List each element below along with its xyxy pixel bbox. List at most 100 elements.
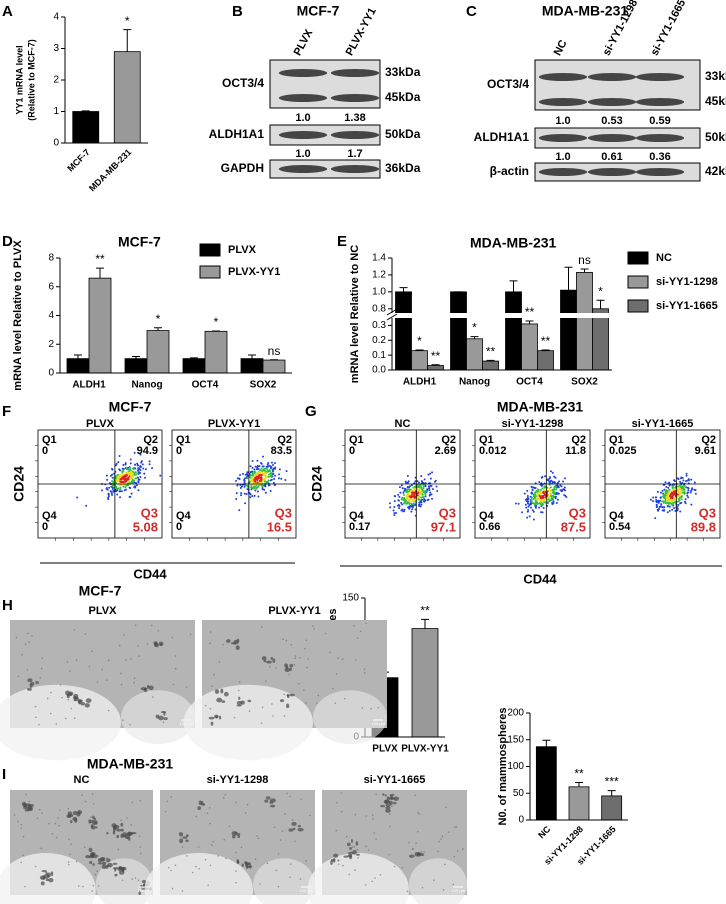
event-dot: [526, 516, 529, 519]
event-dot: [246, 477, 249, 480]
event-dot: [548, 487, 551, 490]
event-dot: [269, 467, 272, 470]
event-dot: [143, 472, 146, 475]
event-dot: [129, 458, 132, 461]
cell: [423, 851, 425, 853]
cell: [105, 857, 108, 859]
event-dot: [119, 496, 122, 499]
event-dot: [526, 489, 529, 492]
sphere: [385, 808, 391, 813]
event-dot: [277, 477, 280, 480]
error-bar: [596, 299, 605, 309]
error-bar: [575, 782, 583, 787]
micrograph-glow: [253, 858, 315, 904]
cell: [171, 887, 174, 890]
cell: [106, 679, 108, 682]
event-dot: [262, 474, 265, 477]
cell: [92, 802, 95, 805]
bar: [88, 277, 112, 374]
event-dot: [260, 474, 263, 477]
cell: [456, 850, 459, 852]
event-dot: [685, 486, 688, 489]
sphere: [237, 835, 241, 839]
event-dot: [683, 492, 686, 495]
bar: [262, 359, 286, 374]
error-bar: [96, 267, 104, 279]
cell: [279, 839, 282, 841]
cell: [275, 869, 278, 872]
cell: [388, 853, 391, 856]
cell: [406, 890, 409, 893]
event-dot: [667, 504, 670, 507]
cell: [146, 643, 149, 645]
event-dot: [663, 506, 666, 509]
blot-band: [330, 69, 380, 77]
event-dot: [259, 470, 262, 473]
cell: [363, 672, 366, 674]
quadrant-value: 0: [176, 521, 182, 533]
sphere: [390, 797, 396, 800]
event-dot: [661, 509, 664, 512]
y-axis-label: mRNA level Relative to NC: [349, 245, 361, 383]
cell: [340, 810, 343, 813]
cell: [283, 693, 286, 696]
cell: [54, 822, 57, 825]
cell: [324, 632, 327, 635]
event-dot: [398, 495, 401, 498]
cell: [38, 808, 41, 811]
event-dot: [428, 489, 431, 492]
cell: [131, 801, 134, 804]
event-dot: [407, 480, 410, 483]
event-dot: [543, 499, 546, 502]
y-tick-label: 0.3: [372, 320, 386, 331]
event-dot: [122, 480, 125, 483]
event-dot: [657, 507, 660, 510]
cell: [266, 862, 269, 865]
cell: [195, 865, 197, 868]
event-dot: [530, 499, 533, 502]
cell: [299, 657, 301, 659]
sphere: [90, 852, 94, 858]
event-dot: [541, 511, 544, 514]
cell: [119, 672, 122, 675]
blot-band: [587, 168, 637, 176]
event-dot: [549, 492, 552, 495]
significance-label: **: [486, 345, 496, 359]
sphere: [200, 802, 205, 806]
event-dot: [265, 467, 268, 470]
error-bar: [74, 354, 82, 359]
event-dot: [426, 498, 429, 501]
event-dot: [555, 488, 558, 491]
event-dot: [523, 492, 526, 495]
event-dot: [681, 476, 684, 479]
event-dot: [406, 474, 409, 477]
cell: [204, 858, 207, 861]
event-dot: [690, 503, 693, 506]
error-bar: [81, 110, 90, 112]
sphere: [185, 839, 189, 843]
event-dot: [137, 468, 140, 471]
micrograph-glow: [0, 853, 96, 904]
significance-label: *: [156, 312, 161, 326]
event-dot: [680, 498, 683, 501]
cell: [455, 826, 458, 828]
event-dot: [410, 502, 413, 505]
cell: [34, 865, 37, 868]
sphere: [89, 861, 93, 864]
event-dot: [110, 492, 113, 495]
cell: [462, 848, 464, 850]
cell: [20, 823, 23, 826]
event-dot: [243, 492, 246, 495]
event-dot: [124, 488, 127, 491]
cell: [275, 667, 277, 669]
event-dot: [677, 503, 680, 506]
cell: [289, 863, 292, 865]
quadrant-value: 0.54: [609, 521, 631, 533]
event-dot: [684, 498, 687, 501]
event-dot: [671, 508, 674, 511]
event-dot: [685, 474, 688, 477]
event-dot: [534, 495, 537, 498]
row-label: ALDH1A1: [474, 130, 530, 144]
event-dot: [559, 489, 562, 492]
cell: [91, 793, 94, 795]
